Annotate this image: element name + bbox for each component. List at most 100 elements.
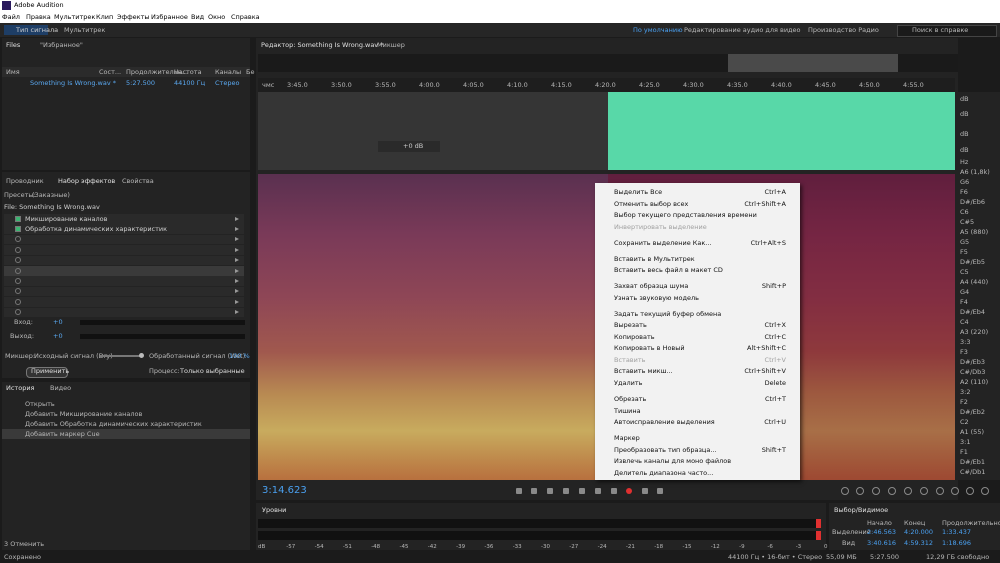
menu-item-label[interactable]: Обрезать: [614, 395, 647, 403]
effect-slot[interactable]: [4, 245, 244, 255]
effect-name[interactable]: Обработка динамических характеристик: [25, 225, 168, 234]
menu-item[interactable]: Справка: [231, 13, 260, 21]
panel-tab[interactable]: "Избранное": [40, 41, 83, 49]
zoom-button[interactable]: [981, 487, 989, 495]
time-field[interactable]: 4:59.312: [904, 539, 934, 547]
workspace[interactable]: По умолчанию: [633, 26, 683, 34]
file-name[interactable]: Something Is Wrong.wav *: [30, 79, 117, 87]
effect-slot[interactable]: [4, 307, 244, 318]
zoom-button[interactable]: [872, 487, 880, 495]
menu-item[interactable]: Избранное: [151, 13, 188, 21]
menu-item-label[interactable]: Сохранить выделение Как...: [614, 238, 712, 247]
history-item[interactable]: Открыть: [25, 400, 55, 408]
zoom-button[interactable]: [888, 487, 896, 495]
menu-item-label[interactable]: Захват образца шума: [614, 282, 689, 291]
effect-slot[interactable]: [4, 286, 244, 297]
meter-scale: -21: [625, 544, 635, 550]
workspace[interactable]: Редактирование аудио для видео: [684, 26, 801, 34]
transport-button[interactable]: [563, 488, 569, 494]
effect-slot[interactable]: [4, 266, 244, 276]
menu-item[interactable]: Файл: [2, 13, 20, 21]
mode-button-label[interactable]: Мультитрек: [64, 26, 106, 34]
zoom-button[interactable]: [951, 487, 959, 495]
file-duration: 5:27.500: [126, 79, 156, 87]
mix-knob[interactable]: [139, 353, 144, 358]
menu-item[interactable]: Правка: [26, 13, 51, 21]
history-item[interactable]: Добавить Обработка динамических характер…: [25, 420, 202, 428]
menu-item-label[interactable]: Копировать в Новый: [614, 344, 685, 353]
menu-item-label[interactable]: Отменить выбор всех: [614, 199, 689, 208]
preset-dropdown[interactable]: (Заказные): [32, 191, 70, 199]
menu-item-label[interactable]: Преобразовать тип образца...: [614, 445, 717, 454]
mode-button-label[interactable]: Тип сигнала: [16, 26, 59, 34]
menu-item-label[interactable]: Извлечь каналы для моно файлов: [614, 457, 732, 466]
process-dropdown[interactable]: Только выбранные: [180, 367, 245, 375]
effect-slot[interactable]: [4, 276, 244, 286]
effect-slot[interactable]: [4, 255, 244, 266]
menu-item-label[interactable]: Узнать звуковую модель: [614, 293, 699, 302]
transport-button[interactable]: [657, 488, 663, 494]
editor-tab[interactable]: Редактор: Something Is Wrong.wav *: [261, 41, 384, 49]
zoom-button[interactable]: [966, 487, 974, 495]
effect-slot[interactable]: [4, 234, 244, 245]
menu-item-label[interactable]: Выделить Все: [614, 188, 663, 196]
apply-label[interactable]: Применить: [31, 367, 70, 375]
zoom-button[interactable]: [856, 487, 864, 495]
time-field[interactable]: 2:46.563: [867, 528, 897, 536]
time-field[interactable]: 4:20.000: [904, 528, 934, 536]
zoom-button[interactable]: [904, 487, 912, 495]
menu-item-label[interactable]: Удалить: [614, 378, 643, 387]
editor-tab[interactable]: Микшер: [377, 41, 405, 49]
menu-item-label[interactable]: Тишина: [614, 406, 641, 415]
panel-tab[interactable]: Files: [6, 41, 21, 49]
menu-item-label[interactable]: Копировать: [614, 332, 655, 341]
time-field[interactable]: 1:18.696: [942, 539, 972, 547]
panel-tab[interactable]: История: [6, 384, 35, 392]
meter-scale: -6: [767, 544, 773, 550]
menu-item-label[interactable]: Задать текущий буфер обмена: [614, 309, 722, 318]
zoom-button[interactable]: [936, 487, 944, 495]
menu-item[interactable]: Клип: [96, 13, 114, 21]
transport-button[interactable]: [595, 488, 601, 494]
transport-button[interactable]: [516, 488, 522, 494]
effect-slot[interactable]: [4, 224, 244, 234]
time-field[interactable]: 3:40.616: [867, 539, 897, 547]
menu-item[interactable]: Вид: [191, 13, 205, 21]
panel-tab[interactable]: Видео: [50, 384, 72, 392]
transport-button[interactable]: [547, 488, 553, 494]
effect-slot[interactable]: [4, 214, 244, 224]
effect-name[interactable]: Микширование каналов: [25, 215, 108, 223]
apply-button[interactable]: [26, 367, 68, 378]
menu-item-label[interactable]: Вставить весь файл в макет CD: [614, 266, 723, 275]
menu-item-label[interactable]: Вставить микш...: [614, 367, 673, 376]
mode-button[interactable]: [4, 25, 48, 35]
menu-item-label[interactable]: Выбор текущего представления времени: [614, 211, 757, 219]
panel-tab[interactable]: Проводник: [6, 177, 44, 185]
transport-button[interactable]: [579, 488, 585, 494]
ruler-tick-label: 4:05.0: [463, 81, 484, 89]
transport-button[interactable]: [611, 488, 617, 494]
menu-item-label[interactable]: Автоисправление выделения: [614, 418, 715, 426]
menu-item[interactable]: Окно: [208, 13, 226, 21]
freq-label: D#/Eb3: [960, 358, 986, 366]
history-item[interactable]: Добавить маркер Cue: [25, 430, 100, 438]
history-item[interactable]: Добавить Микширование каналов: [25, 410, 143, 418]
menu-item-label[interactable]: Делитель диапазона часто...: [614, 468, 714, 477]
effect-slot[interactable]: [4, 297, 244, 307]
panel-tab[interactable]: Свойства: [122, 177, 154, 185]
slot-power: [15, 277, 21, 284]
workspace[interactable]: Производство Радио: [808, 26, 879, 34]
zoom-button[interactable]: [920, 487, 928, 495]
transport-button[interactable]: [642, 488, 648, 494]
menu-item-label[interactable]: Вырезать: [614, 321, 647, 330]
menu-item[interactable]: Мультитрек: [54, 13, 96, 21]
menu-item-label[interactable]: Маркер: [614, 434, 640, 443]
transport-button[interactable]: [626, 488, 632, 494]
zoom-button[interactable]: [841, 487, 849, 495]
time-field[interactable]: 1:33.437: [942, 528, 972, 536]
panel-tab[interactable]: Набор эффектов: [58, 177, 116, 185]
menu-item-label[interactable]: Вставить в Мультитрек: [614, 254, 695, 263]
search-placeholder[interactable]: Поиск в справке: [912, 26, 969, 34]
transport-button[interactable]: [531, 488, 537, 494]
menu-item[interactable]: Эффекты: [117, 13, 150, 21]
